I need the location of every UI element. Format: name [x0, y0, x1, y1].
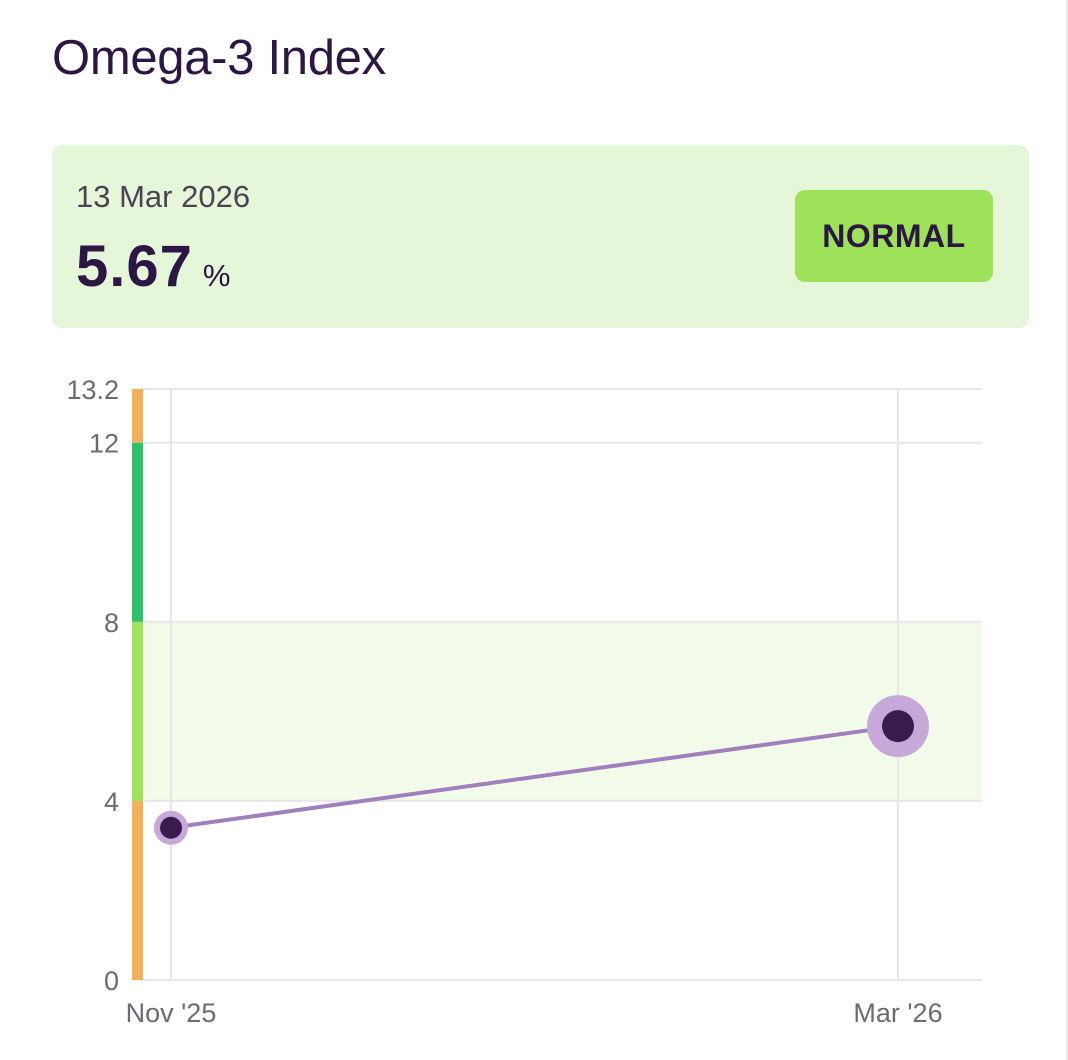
result-unit: %: [202, 258, 231, 293]
result-number: 5.67: [76, 234, 193, 299]
y-tick-label: 13.2: [66, 375, 119, 405]
latest-result-card: 13 Mar 2026 5.67% NORMAL: [52, 145, 1029, 328]
x-tick-label: Mar '26: [853, 998, 942, 1028]
x-tick-label: Nov '25: [126, 998, 217, 1028]
data-point: [882, 710, 914, 743]
range-segment-high: [132, 389, 143, 443]
data-point: [160, 816, 182, 839]
status-badge: NORMAL: [795, 190, 993, 282]
y-tick-label: 4: [104, 787, 119, 817]
y-tick-label: 12: [89, 429, 119, 459]
page-title: Omega-3 Index: [52, 31, 386, 85]
normal-range-band: [140, 621, 982, 801]
y-tick-label: 8: [104, 608, 119, 638]
result-date: 13 Mar 2026: [76, 179, 251, 214]
y-tick-label: 0: [104, 966, 119, 996]
range-segment-normal: [132, 621, 143, 801]
result-value: 5.67%: [76, 233, 230, 300]
series-line: [169, 724, 900, 830]
range-segment-optimal: [132, 442, 143, 622]
panel-edge: [1066, 0, 1068, 1060]
trend-chart: 0 4 8 12 13.2 Nov '25 Mar '26: [66, 375, 982, 1028]
range-segment-low: [132, 800, 143, 980]
